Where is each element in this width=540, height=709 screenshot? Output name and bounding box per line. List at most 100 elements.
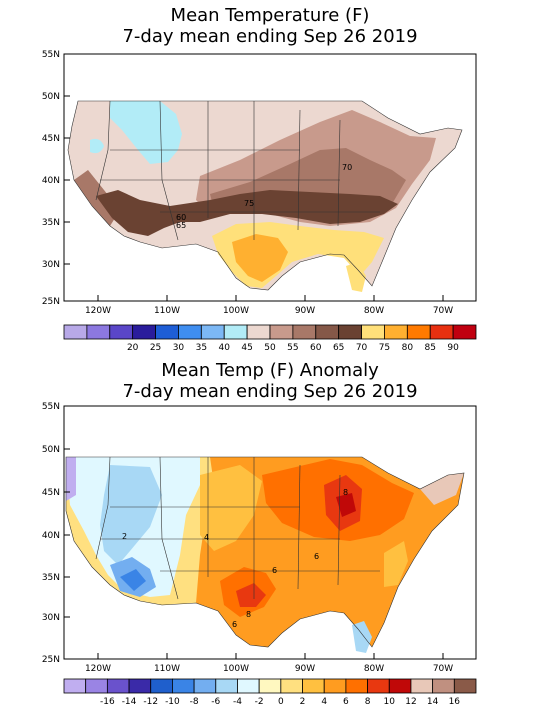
map2-fields xyxy=(66,457,464,653)
colorbar-swatch xyxy=(215,678,238,694)
colorbar-label: 6 xyxy=(343,697,349,707)
colorbar-label: 12 xyxy=(405,697,416,707)
colorbar-label: 25 xyxy=(150,343,161,353)
map1-lon-label: 110W xyxy=(154,306,180,316)
colorbar-swatch xyxy=(429,324,454,340)
colorbar-swatch xyxy=(200,324,225,340)
colorbar-swatch xyxy=(132,324,156,340)
map2-contour-label: 8 xyxy=(343,488,348,497)
map1-title-line2: 7-day mean ending Sep 26 2019 xyxy=(122,26,418,47)
map1-lat-label: 40N xyxy=(42,176,60,186)
map1-lat-label: 55N xyxy=(42,50,60,60)
colorbar-swatch xyxy=(323,678,347,694)
map1-fields xyxy=(68,101,462,292)
colorbar-swatch xyxy=(367,678,390,694)
colorbar-label: 45 xyxy=(241,343,252,353)
colorbar-swatch xyxy=(452,324,477,340)
colorbar-swatch xyxy=(155,324,179,340)
map1-lat-label: 25N xyxy=(42,297,60,307)
colorbar-label: -14 xyxy=(122,697,137,707)
colorbar-label: 50 xyxy=(264,343,276,353)
colorbar-swatch xyxy=(128,678,152,694)
colorbar-label: 2 xyxy=(300,697,306,707)
colorbar-label: -2 xyxy=(255,697,264,707)
map2-colorbar: -16 -14 -12 -10 -8 -6 -4 -2 0 2 4 6 8 10 12 14 16 xyxy=(63,678,477,707)
map1-state-borders xyxy=(67,100,463,291)
map2-lat-label: 50N xyxy=(42,445,60,455)
map1-lon-label: 90W xyxy=(295,306,315,316)
colorbar-swatch xyxy=(109,324,134,340)
colorbar-swatch xyxy=(280,678,303,694)
colorbar-swatch xyxy=(292,324,317,340)
colorbar-label: 85 xyxy=(424,343,435,353)
map2-frame xyxy=(63,405,477,660)
map1-contour-label: 60 xyxy=(176,213,186,222)
colorbar-swatch xyxy=(406,324,431,340)
map2-lat-label: 45N xyxy=(42,488,60,498)
map1-lon-label: 80W xyxy=(364,306,384,316)
colorbar-label: 30 xyxy=(173,343,185,353)
map2-lat-label: 25N xyxy=(42,655,60,665)
map1-title-line1: Mean Temperature (F) xyxy=(170,5,370,26)
map2-ticks xyxy=(64,405,444,659)
colorbar-label: 65 xyxy=(333,343,344,353)
map1-lat-label: 50N xyxy=(42,92,60,102)
colorbar-swatch xyxy=(338,324,362,340)
map1-lon-label: 100W xyxy=(223,306,249,316)
colorbar-label: 40 xyxy=(218,343,230,353)
map2-title-line2: 7-day mean ending Sep 26 2019 xyxy=(122,381,418,402)
colorbar-label: 90 xyxy=(447,343,459,353)
map2-lon-label: 90W xyxy=(295,664,315,674)
map2-lon-label: 80W xyxy=(364,664,384,674)
map2-lat-label: 35N xyxy=(42,573,60,583)
colorbar-label: 60 xyxy=(310,343,322,353)
map1-colorbar: 20 25 30 35 40 45 50 55 60 65 70 75 80 85 90 xyxy=(63,324,477,353)
colorbar-swatch xyxy=(345,678,368,694)
map2-lon-label: 110W xyxy=(154,664,180,674)
map2-contour-label: 4 xyxy=(204,533,209,542)
map1-lon-label: 70W xyxy=(433,306,453,316)
map2-state-borders xyxy=(65,456,465,648)
colorbar-swatch xyxy=(150,678,173,694)
colorbar-swatch xyxy=(106,678,130,694)
colorbar-label: 4 xyxy=(321,697,327,707)
map1-lat-label: 45N xyxy=(42,134,60,144)
map1-contour-label: 65 xyxy=(176,221,186,230)
colorbar-swatch xyxy=(193,678,217,694)
colorbar-swatch xyxy=(269,324,294,340)
colorbar-swatch xyxy=(178,324,202,340)
map2-contour-label: 6 xyxy=(272,566,277,575)
map2-contour-label: 2 xyxy=(122,532,127,541)
colorbar-label: -6 xyxy=(211,697,220,707)
colorbar-swatch xyxy=(237,678,260,694)
colorbar-label: -10 xyxy=(165,697,180,707)
map2-lon-label: 70W xyxy=(433,664,453,674)
map1-lat-label: 35N xyxy=(42,218,60,228)
colorbar-swatch xyxy=(388,678,412,694)
colorbar-swatch xyxy=(315,324,340,340)
colorbar-label: -16 xyxy=(100,697,115,707)
map2-lon-label: 100W xyxy=(223,664,249,674)
map1-contour-label: 75 xyxy=(244,199,254,208)
map1-contour-label: 70 xyxy=(342,163,352,172)
colorbar-swatch xyxy=(63,324,88,340)
colorbar-label: -8 xyxy=(190,697,199,707)
colorbar-swatch xyxy=(246,324,271,340)
colorbar-swatch xyxy=(86,324,111,340)
map2-lat-label: 55N xyxy=(42,402,60,412)
map2-lat-label: 30N xyxy=(42,613,60,623)
map1-lon-label: 120W xyxy=(85,306,111,316)
colorbar-label: -4 xyxy=(233,697,242,707)
map1-ticks xyxy=(64,53,444,301)
colorbar-label: 35 xyxy=(196,343,207,353)
colorbar-swatch xyxy=(432,678,455,694)
map1-figure: 70 75 60 65 55N 50N 45N 40N 35N 30N 25N … xyxy=(42,50,477,353)
map2-figure: 4 6 6 8 8 2 6 55N 50N 45N 40N 35N 30N 25… xyxy=(42,402,477,707)
map2-contour-label: 8 xyxy=(246,610,251,619)
colorbar-swatch xyxy=(453,678,477,694)
colorbar-label: 16 xyxy=(449,697,461,707)
colorbar-label: 70 xyxy=(356,343,368,353)
map1-frame xyxy=(63,53,477,302)
colorbar-label: 75 xyxy=(379,343,390,353)
colorbar-swatch xyxy=(63,678,87,694)
